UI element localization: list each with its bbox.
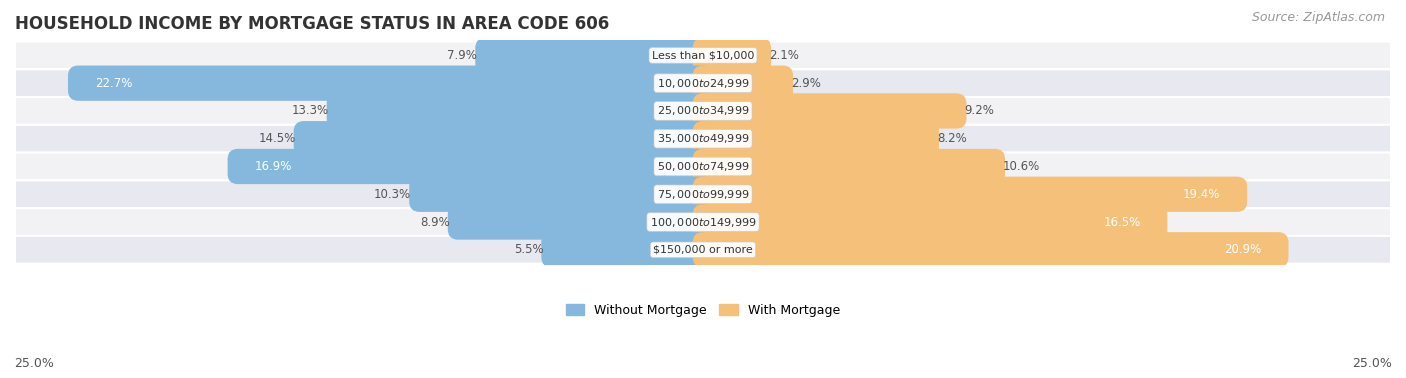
Text: 2.9%: 2.9% — [792, 77, 821, 90]
Text: $150,000 or more: $150,000 or more — [654, 245, 752, 255]
Text: 7.9%: 7.9% — [447, 49, 477, 62]
FancyBboxPatch shape — [693, 121, 939, 156]
Text: Source: ZipAtlas.com: Source: ZipAtlas.com — [1251, 11, 1385, 24]
FancyBboxPatch shape — [693, 93, 966, 129]
FancyBboxPatch shape — [294, 121, 713, 156]
FancyBboxPatch shape — [15, 180, 1391, 208]
Text: Less than $10,000: Less than $10,000 — [652, 50, 754, 60]
Text: 13.3%: 13.3% — [291, 104, 329, 118]
FancyBboxPatch shape — [409, 177, 713, 212]
FancyBboxPatch shape — [693, 232, 1288, 267]
Text: $75,000 to $99,999: $75,000 to $99,999 — [657, 188, 749, 201]
Text: 16.5%: 16.5% — [1104, 215, 1140, 229]
FancyBboxPatch shape — [15, 97, 1391, 125]
FancyBboxPatch shape — [693, 149, 1005, 184]
FancyBboxPatch shape — [15, 236, 1391, 264]
Text: $35,000 to $49,999: $35,000 to $49,999 — [657, 132, 749, 145]
Text: $100,000 to $149,999: $100,000 to $149,999 — [650, 215, 756, 229]
FancyBboxPatch shape — [326, 93, 713, 129]
FancyBboxPatch shape — [693, 204, 1167, 240]
Text: 8.2%: 8.2% — [936, 132, 967, 145]
Text: 10.6%: 10.6% — [1002, 160, 1040, 173]
Text: HOUSEHOLD INCOME BY MORTGAGE STATUS IN AREA CODE 606: HOUSEHOLD INCOME BY MORTGAGE STATUS IN A… — [15, 15, 609, 33]
Text: 22.7%: 22.7% — [94, 77, 132, 90]
FancyBboxPatch shape — [15, 42, 1391, 69]
Text: $10,000 to $24,999: $10,000 to $24,999 — [657, 77, 749, 90]
FancyBboxPatch shape — [693, 38, 770, 73]
Legend: Without Mortgage, With Mortgage: Without Mortgage, With Mortgage — [561, 299, 845, 322]
FancyBboxPatch shape — [15, 208, 1391, 236]
FancyBboxPatch shape — [15, 125, 1391, 153]
Text: 14.5%: 14.5% — [259, 132, 295, 145]
FancyBboxPatch shape — [15, 69, 1391, 97]
Text: 16.9%: 16.9% — [254, 160, 292, 173]
Text: 25.0%: 25.0% — [14, 358, 53, 370]
Text: 2.1%: 2.1% — [769, 49, 799, 62]
FancyBboxPatch shape — [541, 232, 713, 267]
FancyBboxPatch shape — [15, 153, 1391, 180]
Text: 5.5%: 5.5% — [513, 243, 543, 256]
FancyBboxPatch shape — [693, 65, 793, 101]
Text: 8.9%: 8.9% — [420, 215, 450, 229]
Text: 19.4%: 19.4% — [1182, 188, 1220, 201]
FancyBboxPatch shape — [693, 177, 1247, 212]
Text: $50,000 to $74,999: $50,000 to $74,999 — [657, 160, 749, 173]
Text: 10.3%: 10.3% — [374, 188, 412, 201]
Text: 25.0%: 25.0% — [1353, 358, 1392, 370]
FancyBboxPatch shape — [228, 149, 713, 184]
Text: 9.2%: 9.2% — [965, 104, 994, 118]
FancyBboxPatch shape — [67, 65, 713, 101]
Text: 20.9%: 20.9% — [1225, 243, 1261, 256]
Text: $25,000 to $34,999: $25,000 to $34,999 — [657, 104, 749, 118]
FancyBboxPatch shape — [447, 204, 713, 240]
FancyBboxPatch shape — [475, 38, 713, 73]
